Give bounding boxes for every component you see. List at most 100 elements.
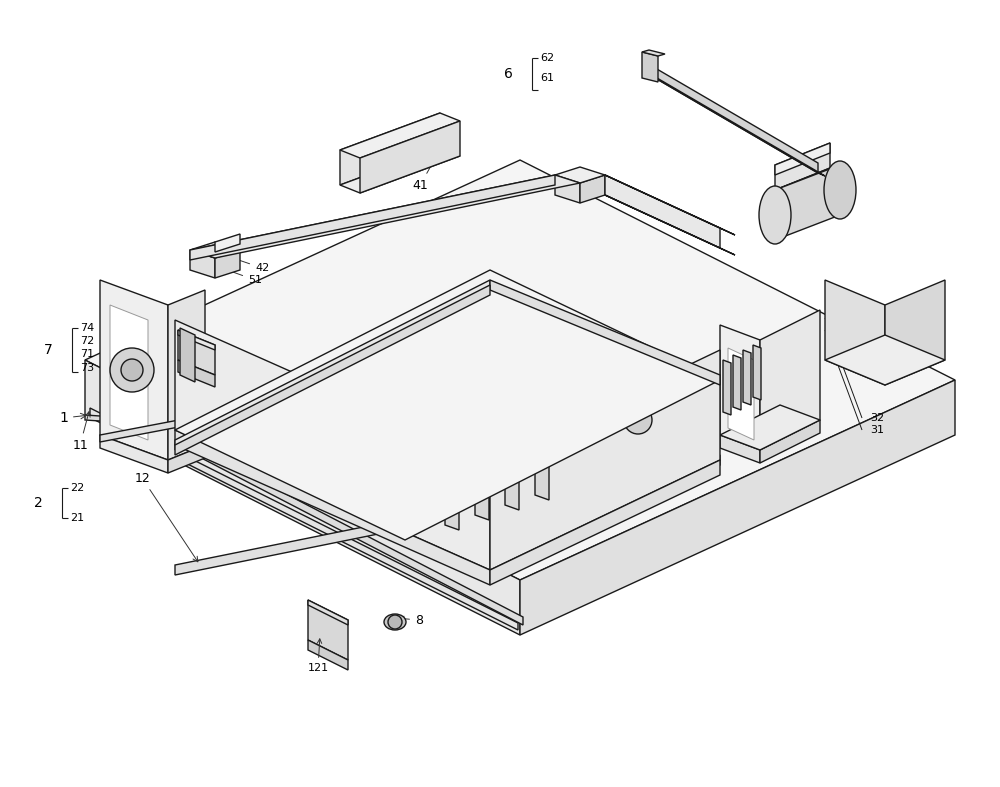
Polygon shape [775,143,830,190]
Polygon shape [642,50,665,56]
Text: 6: 6 [504,67,512,81]
Text: 1: 1 [59,411,86,425]
Polygon shape [445,475,459,530]
Polygon shape [720,325,760,450]
Polygon shape [760,420,820,463]
Polygon shape [175,430,490,585]
Polygon shape [720,435,760,463]
Polygon shape [168,290,205,460]
Polygon shape [555,175,580,203]
Polygon shape [475,465,489,520]
Polygon shape [605,175,735,235]
Polygon shape [505,455,519,510]
Polygon shape [555,167,605,183]
Polygon shape [308,600,348,625]
Text: 74: 74 [80,323,94,333]
Polygon shape [180,328,195,382]
Polygon shape [720,405,820,450]
Polygon shape [340,113,460,158]
Ellipse shape [824,161,856,219]
Text: 41: 41 [412,153,438,191]
Polygon shape [215,250,240,278]
Polygon shape [650,75,825,176]
Polygon shape [605,195,735,255]
Polygon shape [308,600,348,660]
Polygon shape [175,280,490,450]
Polygon shape [775,165,840,240]
Polygon shape [215,234,240,252]
Polygon shape [85,360,520,635]
Polygon shape [490,460,720,585]
Polygon shape [733,355,741,410]
Polygon shape [825,335,945,385]
Text: 73: 73 [80,363,94,373]
Polygon shape [825,280,885,385]
Polygon shape [743,350,751,405]
Polygon shape [505,454,521,460]
Polygon shape [178,330,215,350]
Text: 121: 121 [307,639,329,673]
Polygon shape [175,320,490,570]
Polygon shape [175,285,490,455]
Text: 11: 11 [72,412,90,452]
Polygon shape [490,280,720,385]
Polygon shape [605,175,720,248]
Polygon shape [175,455,720,575]
Polygon shape [650,65,818,173]
Polygon shape [85,415,130,423]
Text: 221: 221 [563,450,619,483]
Polygon shape [190,242,240,258]
Text: 42: 42 [219,253,269,273]
Text: 72: 72 [80,336,94,346]
Polygon shape [178,330,215,375]
Text: 62: 62 [540,53,554,63]
Text: 53: 53 [611,383,636,393]
Polygon shape [105,400,523,625]
Polygon shape [490,350,720,570]
Text: 81: 81 [468,472,482,500]
Polygon shape [885,280,945,385]
Polygon shape [723,360,731,415]
Text: 21: 21 [70,513,84,523]
Polygon shape [775,143,830,175]
Text: 61: 61 [540,73,554,83]
Polygon shape [110,305,148,440]
Polygon shape [90,408,518,630]
Polygon shape [190,250,215,278]
Ellipse shape [384,614,406,630]
Polygon shape [475,464,491,470]
Text: 31: 31 [870,425,884,435]
Polygon shape [340,148,460,193]
Text: 7: 7 [44,343,52,357]
Polygon shape [100,415,205,442]
Polygon shape [85,160,955,580]
Polygon shape [580,175,605,203]
Text: 22: 22 [70,483,84,493]
Text: 8: 8 [399,614,423,626]
Circle shape [624,406,652,434]
Text: 71: 71 [80,349,94,359]
Polygon shape [760,310,820,450]
Polygon shape [775,168,830,200]
Polygon shape [100,280,168,460]
Polygon shape [308,640,348,670]
Polygon shape [175,270,720,540]
Ellipse shape [759,186,791,244]
Polygon shape [753,345,761,400]
Polygon shape [728,348,754,440]
Polygon shape [520,380,955,635]
Polygon shape [535,445,549,500]
Polygon shape [178,360,215,387]
Polygon shape [360,121,460,193]
Polygon shape [100,435,168,473]
Polygon shape [190,175,580,258]
Polygon shape [190,175,555,260]
Text: 12: 12 [134,471,198,562]
Polygon shape [642,52,658,82]
Polygon shape [340,113,440,185]
Text: 9: 9 [513,460,536,482]
Circle shape [388,615,402,629]
Polygon shape [168,445,205,473]
Circle shape [110,348,154,392]
Polygon shape [535,444,551,450]
